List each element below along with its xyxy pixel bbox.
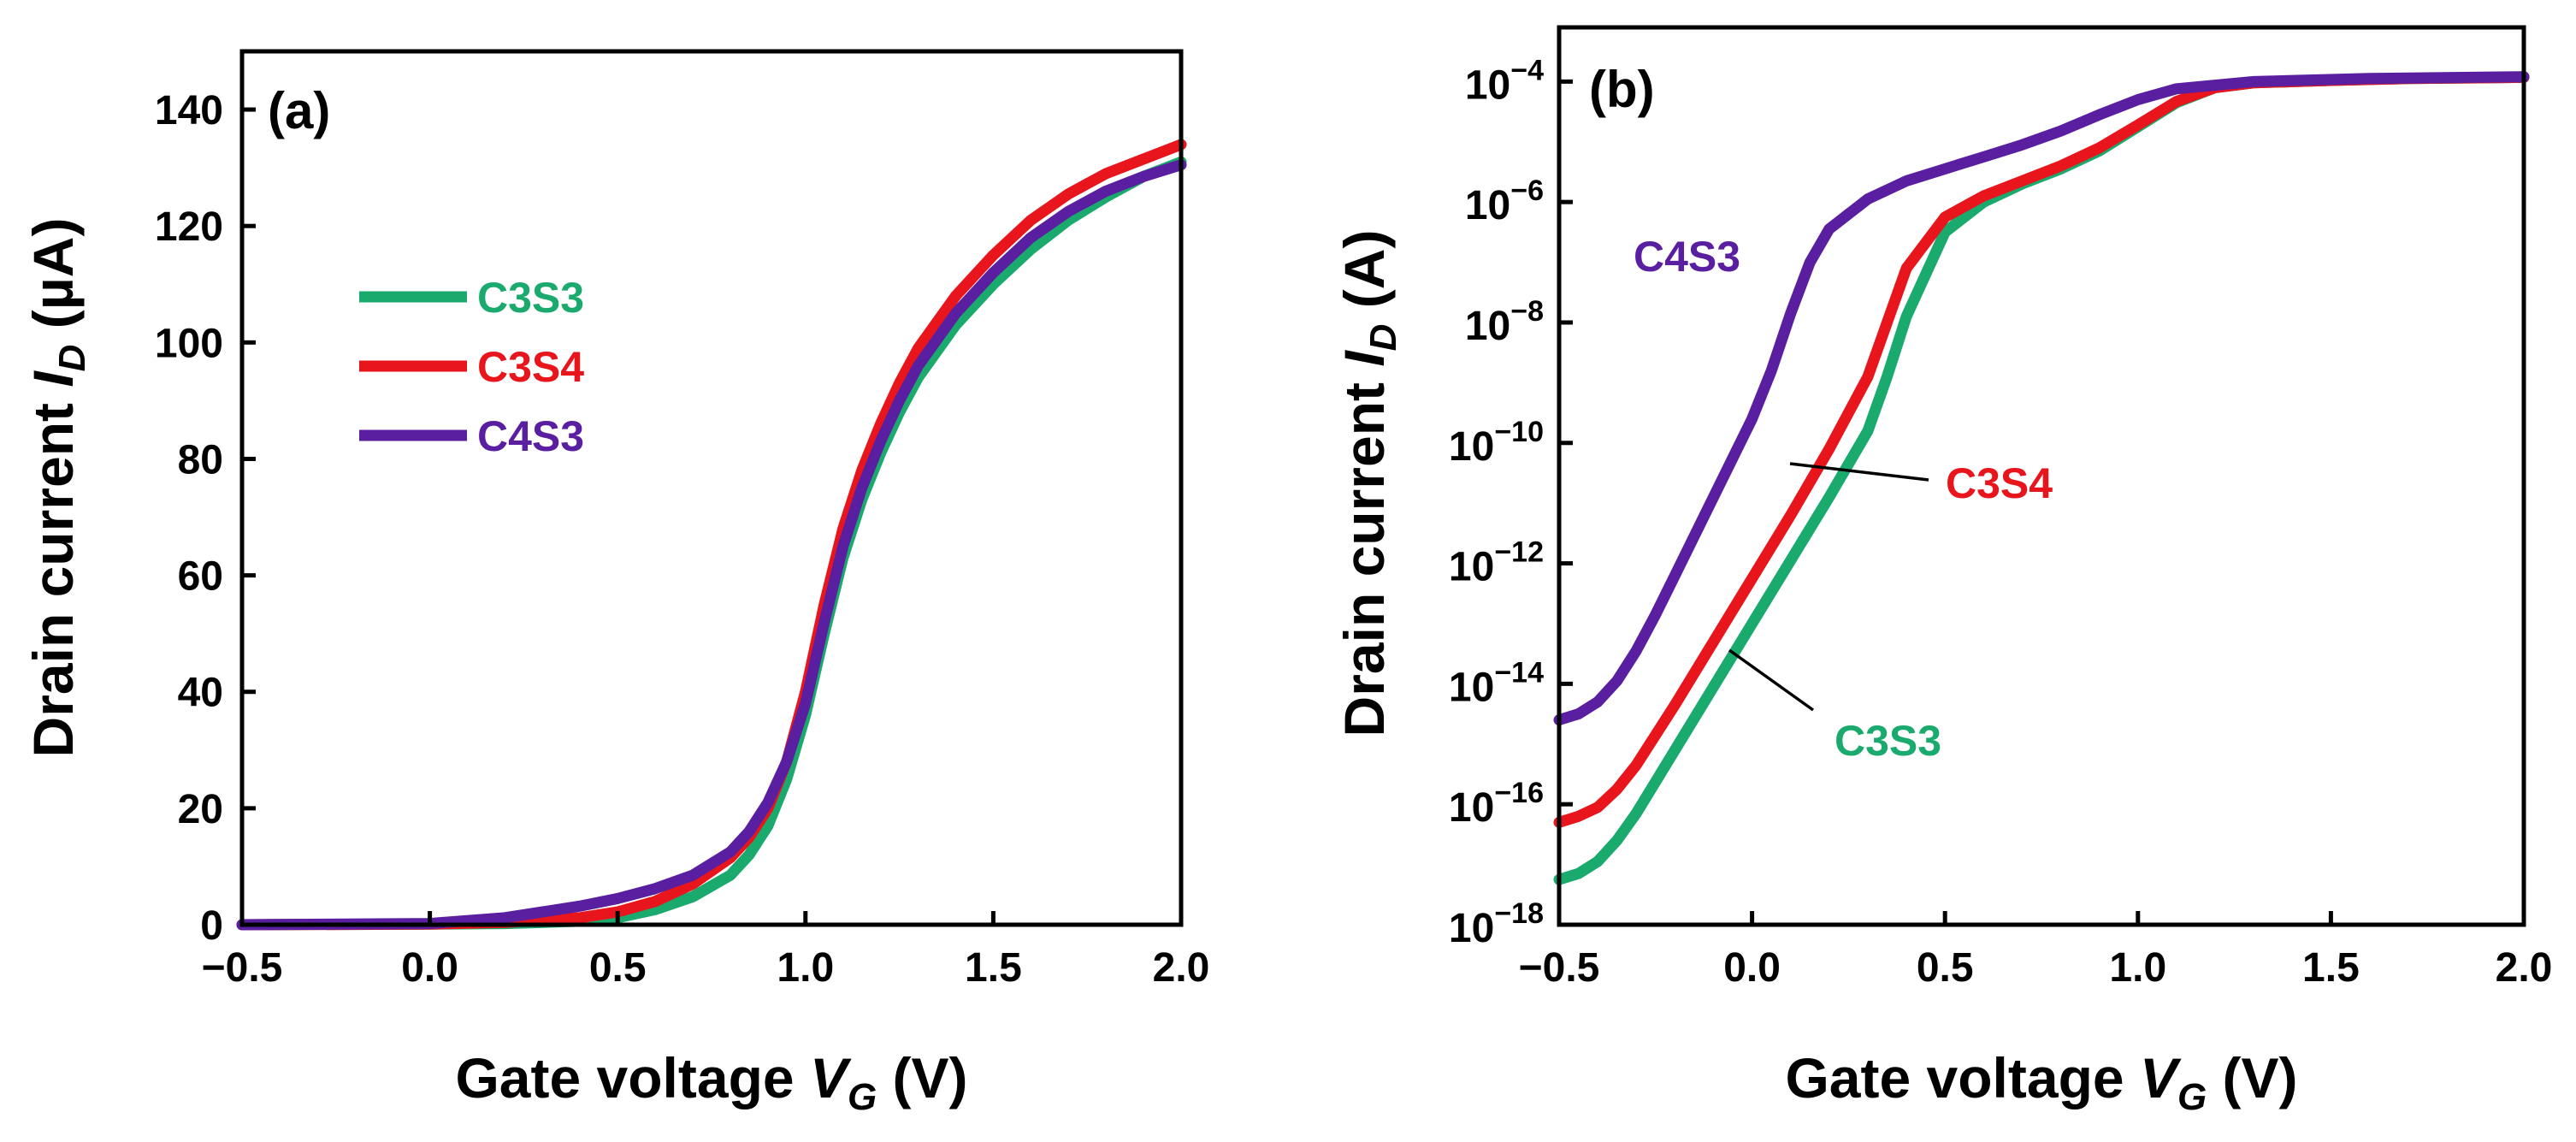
panel-a-curves (236, 139, 1187, 931)
panel-b-y-tick-label: 10−6 (1465, 175, 1544, 228)
panel-b-y-tick-label: 10−10 (1449, 416, 1544, 470)
legend-label-c4s3: C4S3 (477, 412, 584, 460)
panel-a-x-tick-label: 1.5 (965, 945, 1022, 991)
annotation-c4s3: C4S3 (1634, 233, 1740, 281)
panel-a-x-tick-label: −0.5 (202, 945, 283, 991)
panel-a-y-tick-label: 140 (155, 88, 223, 133)
panel-a-series-c3s4 (236, 139, 1187, 931)
panel-a-x-axis-title: Gate voltage VG (V) (455, 1046, 967, 1118)
panel-a-x-tick-label: 1.0 (777, 945, 834, 991)
panel-b-x-tick-label: 2.0 (2496, 945, 2553, 991)
panel-b-ylabel-sub: D (1362, 324, 1404, 352)
panel-b-xlabel-unit: (V) (2207, 1046, 2297, 1109)
panel-a-ylabel-sub: D (51, 345, 93, 372)
legend-label-c3s4: C3S4 (477, 343, 584, 391)
panel-a-x-tick-label: 0.0 (401, 945, 458, 991)
panel-a-legend: C3S3 C3S4 C4S3 (359, 274, 584, 460)
panel-a-x-tick-label: 2.0 (1153, 945, 1210, 991)
annotation-c3s4: C3S4 (1946, 459, 2053, 507)
panel-b-y-axis-title: Drain current ID (A) (1332, 230, 1404, 737)
panel-a-xlabel-var: V (810, 1046, 852, 1109)
panel-b: −0.5 0.0 0.5 1.0 1.5 2.0 10−18 10−16 10−14 10−12… (1332, 25, 2553, 1118)
panel-b-ylabel-var: I (1332, 350, 1396, 367)
panel-a-xlabel-main: Gate voltage (455, 1046, 809, 1109)
annotation-c3s4-leader (1789, 462, 1929, 482)
panel-b-x-tick-label: 1.0 (2109, 945, 2166, 991)
panel-a-xlabel-sub: G (848, 1076, 877, 1118)
panel-a-xlabel-unit: (V) (877, 1046, 967, 1109)
panel-a-y-tick-label: 100 (155, 321, 223, 366)
panel-b-y-tick-label: 10−16 (1449, 777, 1544, 831)
panel-b-y-ticks: 10−18 10−16 10−14 10−12 10−10 10−8 10−6 10−4 (1449, 54, 1573, 951)
panel-b-y-tick-label: 10−8 (1465, 295, 1544, 349)
panel-b-ylabel-main: Drain current (1332, 367, 1396, 737)
panel-b-x-ticks: −0.5 0.0 0.5 1.0 1.5 2.0 (1519, 911, 2553, 991)
panel-a-ylabel-main: Drain current (21, 388, 85, 758)
panel-b-series-c4s3 (1553, 71, 2530, 726)
panel-a-ylabel-unit: (µA) (21, 218, 85, 345)
panel-a-series-c4s3 (236, 159, 1187, 931)
annotation-c3s3-leader (1728, 648, 1815, 712)
panel-a-y-axis-title: Drain current ID (µA) (21, 218, 93, 758)
panel-b-x-tick-label: 1.5 (2302, 945, 2360, 991)
panel-b-x-axis-title: Gate voltage VG (V) (1785, 1046, 2297, 1118)
panel-a: −0.5 0.0 0.5 1.0 1.5 2.0 0 20 40 60 80 100 120 140 (… (21, 49, 1210, 1118)
panel-a-ylabel-var: I (21, 370, 85, 388)
panel-b-y-tick-label: 10−18 (1449, 897, 1544, 951)
panel-b-xlabel-var: V (2140, 1046, 2182, 1109)
panel-b-ylabel-unit: (A) (1332, 230, 1396, 324)
panel-a-y-tick-label: 80 (178, 437, 223, 482)
annotation-c3s3: C3S3 (1835, 717, 1941, 765)
panel-b-x-tick-label: −0.5 (1519, 945, 1600, 991)
panel-b-x-tick-label: 0.0 (1723, 945, 1781, 991)
panel-b-tag: (b) (1589, 61, 1655, 118)
panel-a-plot-frame (239, 49, 1184, 927)
panel-b-y-tick-label: 10−14 (1449, 656, 1544, 710)
panel-a-series-c3s3 (236, 156, 1187, 931)
panel-b-xlabel-sub: G (2177, 1076, 2207, 1118)
panel-b-xlabel-main: Gate voltage (1785, 1046, 2139, 1109)
panel-b-curves (1553, 71, 2530, 885)
panel-a-y-ticks: 0 20 40 60 80 100 120 140 (155, 88, 256, 949)
panel-b-x-tick-label: 0.5 (1917, 945, 1974, 991)
panel-a-y-tick-label: 40 (178, 671, 223, 716)
panel-a-y-tick-label: 120 (155, 204, 223, 250)
panel-a-x-ticks: −0.5 0.0 0.5 1.0 1.5 2.0 (202, 911, 1210, 991)
panel-a-y-tick-label: 0 (200, 903, 223, 949)
legend-label-c3s3: C3S3 (477, 274, 584, 322)
panel-b-y-tick-label: 10−12 (1449, 536, 1544, 590)
panel-b-y-tick-label: 10−4 (1465, 54, 1544, 108)
panel-a-tag: (a) (268, 82, 330, 139)
panel-a-y-tick-label: 60 (178, 554, 223, 600)
panel-a-y-tick-label: 20 (178, 787, 223, 832)
panel-a-x-tick-label: 0.5 (589, 945, 647, 991)
panel-b-plot-frame (1557, 25, 2526, 927)
